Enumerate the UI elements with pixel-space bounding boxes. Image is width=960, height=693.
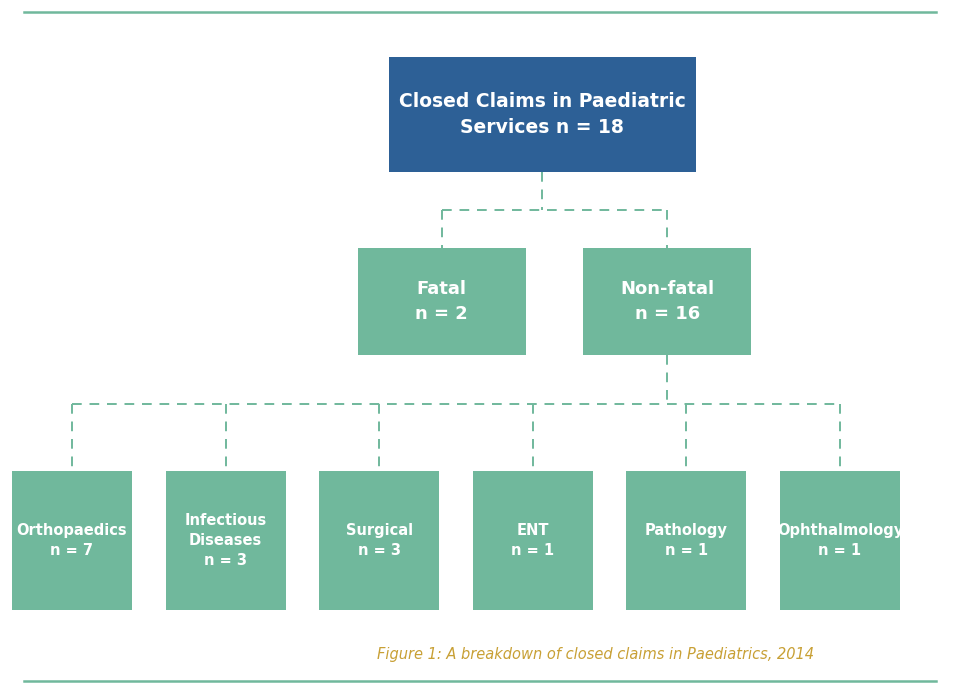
FancyBboxPatch shape — [12, 471, 132, 610]
FancyBboxPatch shape — [626, 471, 747, 610]
Text: Figure 1: A breakdown of closed claims in Paediatrics, 2014: Figure 1: A breakdown of closed claims i… — [376, 647, 814, 663]
FancyBboxPatch shape — [473, 471, 593, 610]
Text: ENT
n = 1: ENT n = 1 — [512, 523, 554, 559]
Text: Pathology
n = 1: Pathology n = 1 — [645, 523, 728, 559]
Text: Orthopaedics
n = 7: Orthopaedics n = 7 — [16, 523, 128, 559]
Text: Surgical
n = 3: Surgical n = 3 — [346, 523, 413, 559]
FancyBboxPatch shape — [319, 471, 440, 610]
FancyBboxPatch shape — [780, 471, 900, 610]
Text: Non-fatal
n = 16: Non-fatal n = 16 — [620, 280, 714, 323]
Text: Infectious
Diseases
n = 3: Infectious Diseases n = 3 — [184, 513, 267, 568]
FancyBboxPatch shape — [165, 471, 286, 610]
FancyBboxPatch shape — [389, 58, 696, 172]
Text: Ophthalmology
n = 1: Ophthalmology n = 1 — [777, 523, 903, 559]
FancyBboxPatch shape — [583, 248, 751, 355]
FancyBboxPatch shape — [357, 248, 526, 355]
Text: Fatal
n = 2: Fatal n = 2 — [416, 280, 468, 323]
Text: Closed Claims in Paediatric
Services n = 18: Closed Claims in Paediatric Services n =… — [399, 92, 685, 137]
